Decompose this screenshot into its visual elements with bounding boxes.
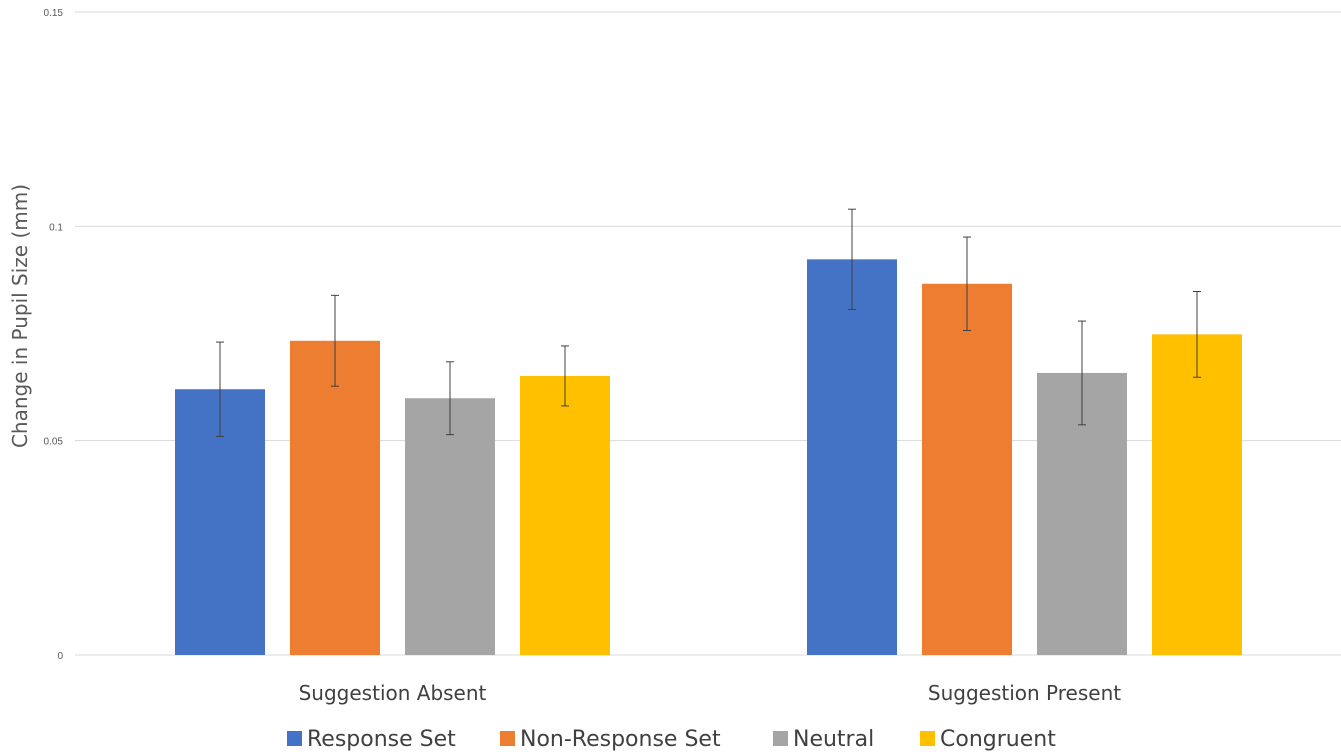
x-category-label: Suggestion Absent bbox=[299, 681, 487, 705]
error-bar bbox=[848, 208, 856, 310]
error-bar bbox=[331, 294, 339, 387]
y-tick-label: 0.05 bbox=[44, 437, 64, 448]
gridlines bbox=[75, 11, 1341, 656]
bar bbox=[520, 375, 610, 655]
error-bar bbox=[446, 361, 454, 436]
legend-swatch bbox=[920, 731, 935, 746]
error-bar bbox=[1078, 320, 1086, 426]
x-axis-categories: Suggestion Absent Suggestion Present bbox=[299, 681, 1122, 705]
legend: Response Set Non-Response Set Neutral Congr… bbox=[287, 727, 1056, 752]
legend-label: Non-Response Set bbox=[520, 727, 721, 752]
bar bbox=[807, 259, 897, 655]
legend-swatch bbox=[500, 731, 515, 746]
y-tick-label: 0 bbox=[57, 651, 63, 662]
legend-item: Response Set bbox=[287, 727, 456, 752]
error-bar bbox=[561, 345, 569, 407]
error-bars bbox=[216, 208, 1201, 437]
legend-swatch bbox=[287, 731, 302, 746]
y-tick-label: 0.1 bbox=[49, 222, 63, 233]
bar bbox=[290, 340, 380, 655]
y-tick-label: 0.15 bbox=[44, 8, 64, 19]
error-bar bbox=[963, 236, 971, 331]
y-axis-ticks: 0 0.05 0.1 0.15 bbox=[44, 8, 64, 662]
legend-item: Congruent bbox=[920, 727, 1056, 752]
legend-swatch bbox=[773, 731, 788, 746]
bar bbox=[922, 283, 1012, 655]
error-bar bbox=[1193, 290, 1201, 378]
legend-label: Neutral bbox=[793, 727, 874, 752]
error-bar bbox=[216, 341, 224, 437]
legend-item: Neutral bbox=[773, 727, 874, 752]
legend-item: Non-Response Set bbox=[500, 727, 721, 752]
bar bbox=[1152, 334, 1242, 655]
x-category-label: Suggestion Present bbox=[928, 681, 1121, 705]
legend-label: Response Set bbox=[307, 727, 456, 752]
bar bbox=[405, 398, 495, 655]
y-axis-title: Change in Pupil Size (mm) bbox=[8, 184, 32, 448]
legend-label: Congruent bbox=[940, 727, 1056, 752]
